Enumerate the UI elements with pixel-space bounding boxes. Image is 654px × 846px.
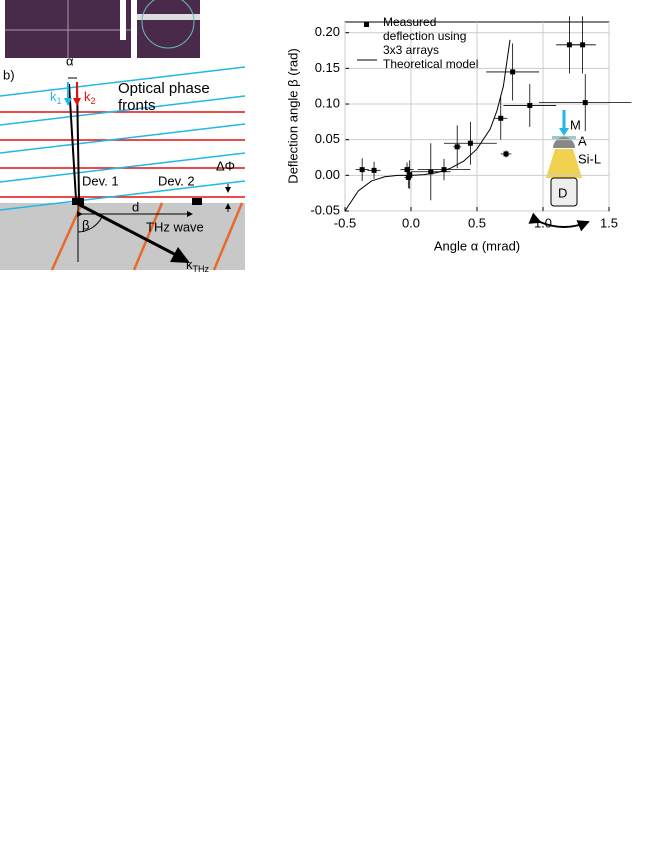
y-tick-label: 0.00 (315, 167, 340, 182)
panel-label: b) (3, 67, 15, 82)
dev1-label: Dev. 1 (82, 173, 119, 188)
point (407, 172, 413, 178)
thz-label: THz wave (146, 219, 204, 234)
y-axis-label: Deflection angle β (rad) (285, 48, 300, 183)
k2-head (73, 98, 81, 106)
x-tick-label: 0.0 (402, 215, 420, 230)
inset-m: M (570, 117, 581, 132)
photo-detail (141, 0, 195, 49)
inset-a: A (578, 133, 587, 148)
point (582, 100, 588, 106)
point (580, 42, 586, 48)
kthz-label: kTHz (186, 257, 209, 274)
x-tick-label: 0.5 (468, 215, 486, 230)
device (192, 198, 202, 205)
k1-head (64, 98, 72, 106)
point (404, 167, 410, 173)
point (371, 167, 377, 173)
x-tick-label: -0.5 (334, 215, 356, 230)
phase-fronts-label: Optical phase fronts (118, 80, 210, 114)
blue-fronts (0, 66, 246, 211)
dev2-label: Dev. 2 (158, 173, 195, 188)
inset-d: D (558, 185, 567, 200)
point (454, 144, 460, 150)
substrate (0, 203, 245, 270)
point (467, 140, 473, 146)
inset-si-l: Si-L (578, 151, 601, 166)
point (428, 169, 434, 175)
dphi-label: ΔΦ (216, 158, 235, 173)
beta-label: β (82, 217, 89, 232)
point (510, 69, 516, 75)
alpha-label: α (66, 53, 74, 68)
d-label: d (132, 199, 139, 214)
y-tick-label: 0.20 (315, 24, 340, 39)
y-tick-label: 0.15 (315, 60, 340, 75)
point (441, 167, 447, 173)
point (498, 115, 504, 121)
red-fronts (0, 111, 245, 198)
k1-label: k1 (50, 89, 62, 106)
photo-detail (137, 14, 200, 20)
legend-swatch (364, 22, 369, 27)
y-tick-label: -0.05 (310, 202, 340, 217)
k2-label: k2 (84, 89, 96, 106)
plot: -0.05 0.00 0.05 0.10 0.15 0.20 -0.5 0.0 0.5 1.0 1.… (310, 15, 632, 230)
inset (528, 110, 590, 232)
point (405, 174, 411, 180)
point (359, 167, 365, 173)
point (503, 151, 509, 157)
x-tick-label: 1.5 (600, 215, 618, 230)
beta-arc (77, 216, 103, 233)
point (527, 102, 533, 108)
photo-detail (120, 0, 126, 40)
x-tick-label: 1.0 (534, 215, 552, 230)
thz-head (170, 247, 190, 263)
model-line (345, 39, 511, 211)
y-tick-label: 0.10 (315, 95, 340, 110)
y-tick-label: 0.05 (315, 131, 340, 146)
x-axis-label: Angle α (mrad) (434, 238, 520, 253)
legend-box: Measured deflection using 3x3 arraysTheo… (383, 15, 479, 71)
legend-label: Theoretical model (383, 57, 479, 71)
device (72, 198, 84, 205)
phase-fronts-box: Optical phase fronts (118, 80, 210, 114)
legend-label: Measured deflection using 3x3 arrays (383, 15, 467, 57)
